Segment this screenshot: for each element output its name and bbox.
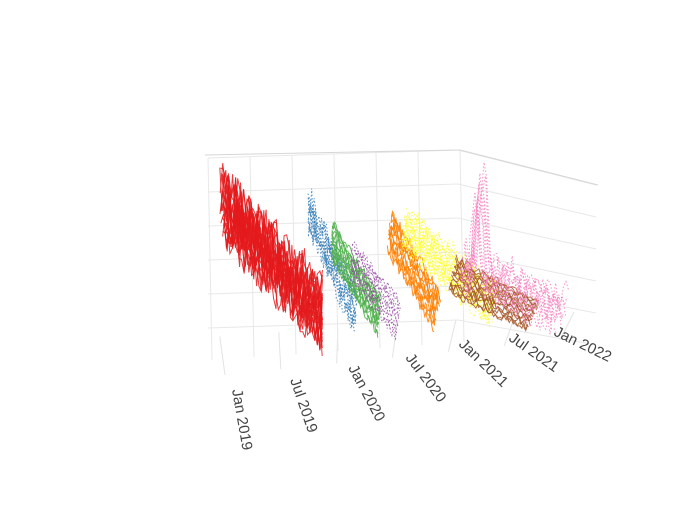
series-line — [349, 278, 397, 341]
series-line — [402, 228, 493, 323]
floor-grid-line — [447, 320, 457, 352]
series-line — [450, 278, 532, 322]
series-line — [331, 220, 382, 300]
axis-edge — [204, 149, 461, 156]
series-line — [307, 222, 356, 330]
series-line — [390, 210, 442, 302]
side-wall-grid-line — [457, 285, 597, 314]
series-line — [448, 281, 529, 328]
series-line — [406, 208, 500, 296]
side-wall-grid-line — [457, 251, 597, 282]
series-line — [390, 218, 441, 307]
back-wall-grid-line — [207, 319, 459, 329]
series-group — [330, 220, 382, 338]
series-line — [404, 219, 498, 307]
x-tick-label: Jan 2021 — [455, 336, 511, 391]
series-line — [449, 282, 530, 325]
side-wall-grid-line — [457, 217, 597, 250]
series-line — [404, 219, 497, 307]
series-line — [387, 237, 436, 326]
x-axis-ticks: Jan 2019 Jul 2019 Jan 2020 Jul 2020 Jan 2021… — [228, 323, 614, 451]
back-wall-grid-line — [417, 151, 423, 346]
series-line — [350, 259, 399, 326]
x-tick-label: Jul 2020 — [402, 350, 450, 406]
series-group — [457, 162, 569, 335]
series-line — [350, 265, 398, 332]
series-line — [351, 243, 402, 311]
series-line — [351, 241, 402, 306]
series-line — [350, 260, 399, 328]
side-wall-grid-line — [457, 319, 597, 346]
back-wall-grid-line — [333, 154, 339, 352]
x-tick-label: Jan 2022 — [551, 323, 614, 365]
series-line — [219, 167, 323, 320]
series-line — [350, 256, 400, 322]
series-line — [403, 225, 494, 309]
floor-grid-line — [559, 311, 575, 341]
series-line — [331, 234, 381, 319]
series-line — [452, 271, 534, 315]
floor-grid-line — [219, 336, 226, 376]
x-tick-label: Jul 2019 — [286, 376, 321, 435]
series-line — [351, 249, 400, 318]
axis-edge — [459, 149, 599, 186]
series-line — [402, 232, 492, 324]
series-line — [401, 238, 491, 329]
series-line — [388, 230, 438, 312]
series-line — [464, 175, 568, 311]
series-line — [457, 191, 556, 335]
floor-grid-line — [278, 332, 282, 370]
series-line — [388, 229, 437, 318]
x-tick-label: Jan 2019 — [228, 388, 255, 452]
series-group — [349, 241, 402, 341]
x-tick-label: Jan 2020 — [344, 362, 388, 424]
back-wall-grid-line — [207, 157, 213, 361]
series-layer — [219, 162, 569, 357]
back-wall-grid-line — [207, 183, 459, 193]
series-group — [386, 210, 442, 332]
series-line — [307, 227, 356, 332]
series-line — [307, 204, 357, 306]
series-line — [448, 287, 529, 333]
series-line — [465, 162, 569, 309]
back-wall-grid-line — [459, 150, 465, 343]
side-wall-grid-line — [457, 183, 597, 218]
series-line — [387, 231, 437, 322]
series-line — [404, 227, 496, 302]
series-line — [307, 197, 357, 317]
series-group — [219, 162, 323, 357]
